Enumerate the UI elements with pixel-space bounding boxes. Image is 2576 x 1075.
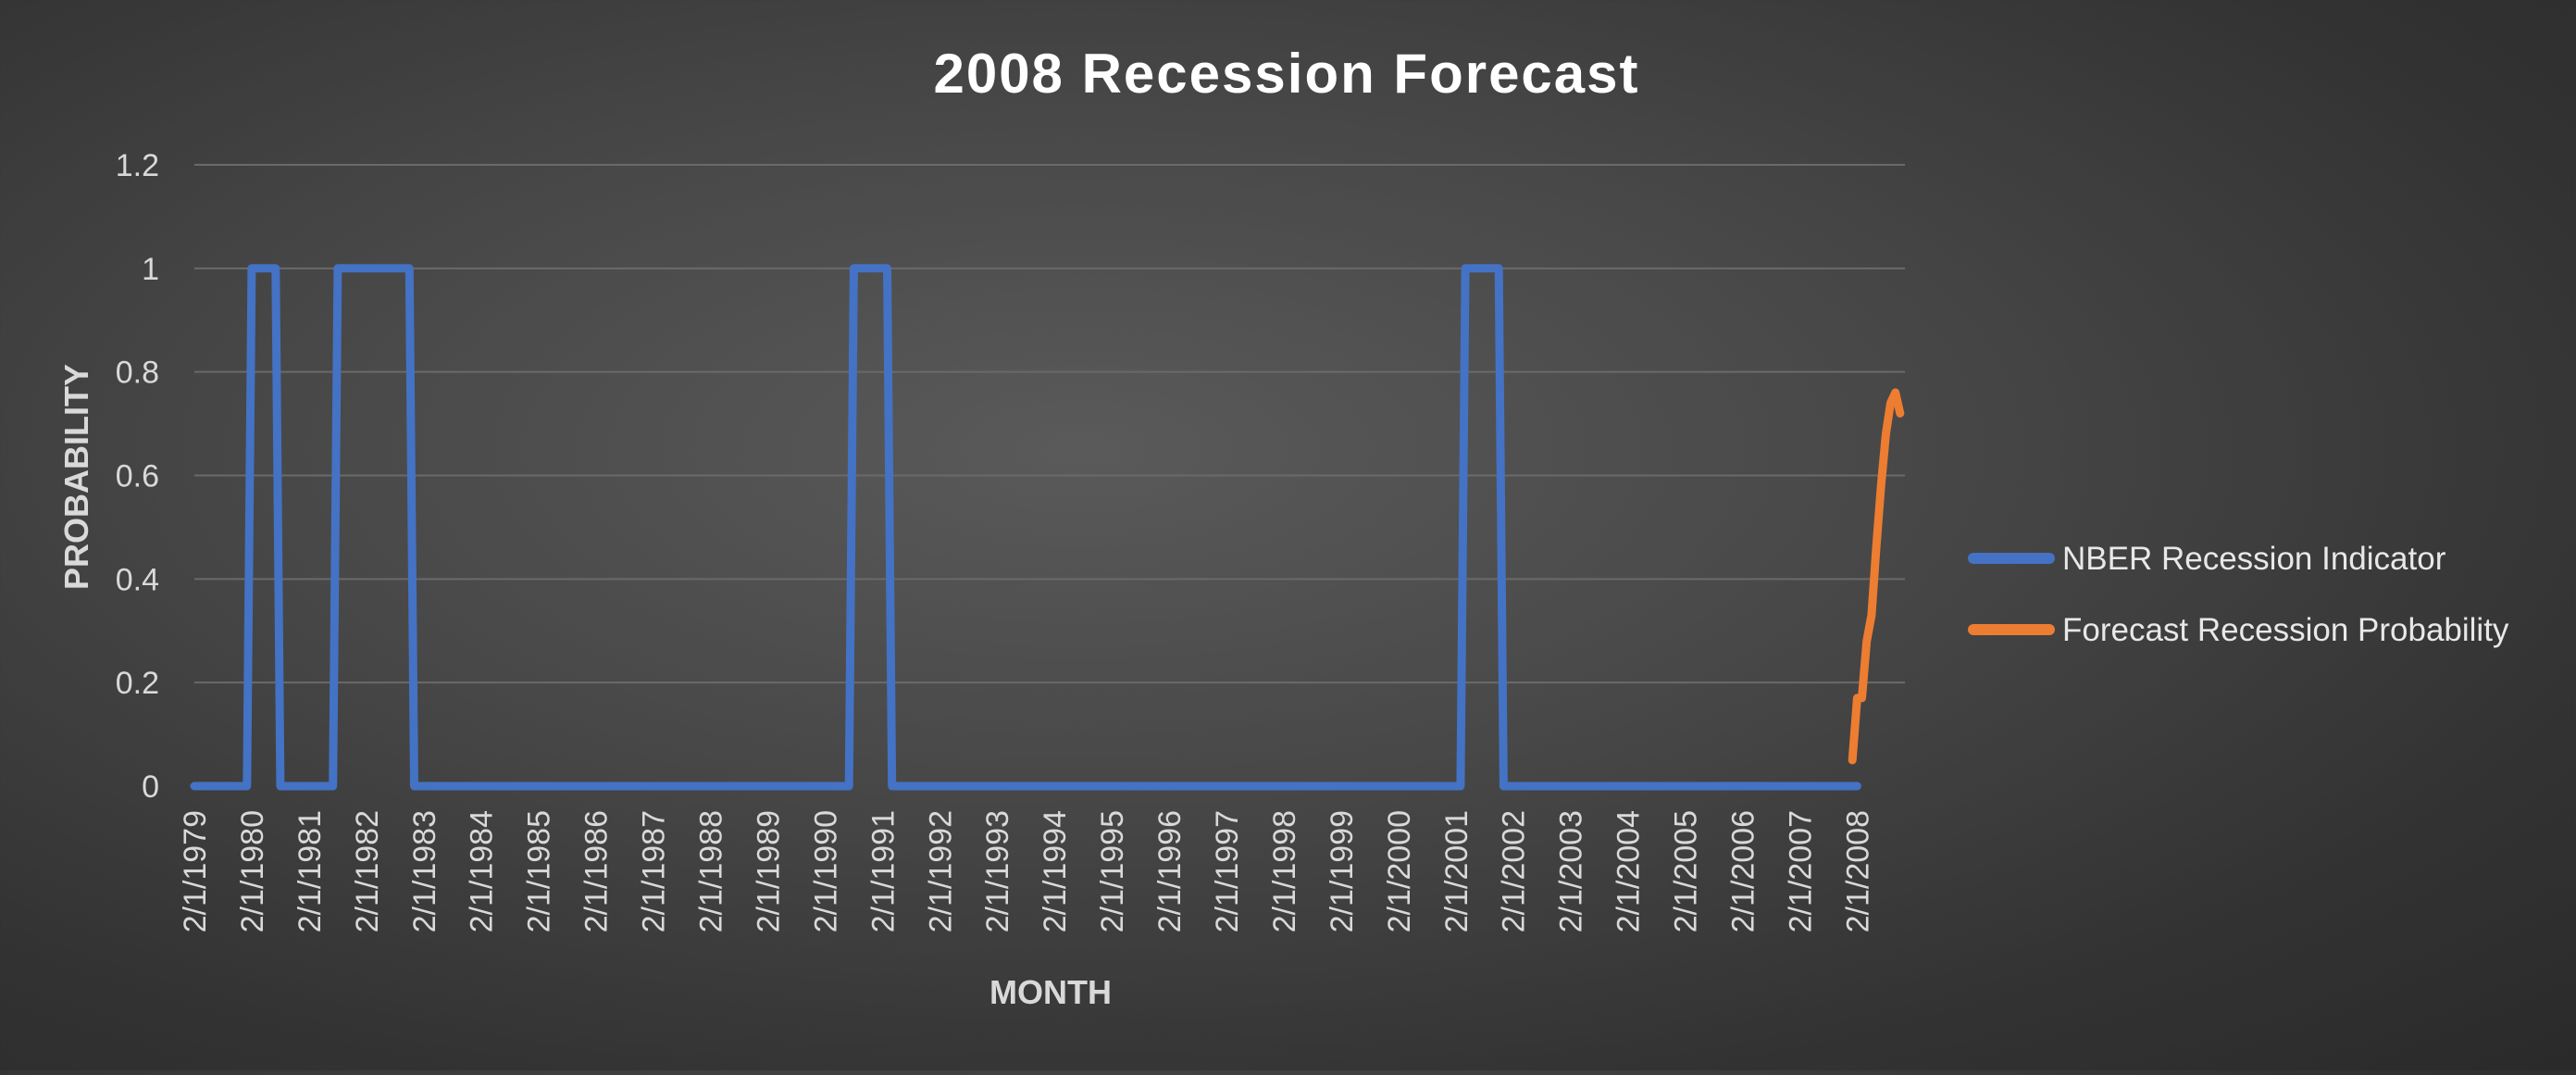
gridlines xyxy=(194,164,1905,684)
x-tick-label: 2/1/1991 xyxy=(865,810,901,932)
y-tick-label: 1.2 xyxy=(116,148,159,183)
x-tick-label: 2/1/1982 xyxy=(350,810,385,932)
x-tick-label: 2/1/2004 xyxy=(1612,810,1647,932)
x-tick-label: 2/1/1981 xyxy=(292,810,328,932)
y-axis-ticks: 0 0.2 0.4 0.6 0.8 1 1.2 xyxy=(116,148,159,805)
x-axis-ticks: 2/1/1979 2/1/1980 2/1/1981 2/1/1982 2/1/1983… xyxy=(178,810,1875,932)
y-tick-label: 0 xyxy=(142,769,159,805)
x-tick-label: 2/1/1995 xyxy=(1095,810,1130,932)
x-tick-label: 2/1/1990 xyxy=(808,810,843,932)
x-tick-label: 2/1/1979 xyxy=(178,810,213,932)
x-tick-label: 2/1/1996 xyxy=(1152,810,1188,932)
legend-label: Forecast Recession Probability xyxy=(2062,612,2509,648)
x-tick-label: 2/1/1997 xyxy=(1210,810,1245,932)
x-tick-label: 2/1/2007 xyxy=(1783,810,1818,932)
x-tick-label: 2/1/2008 xyxy=(1840,810,1875,932)
x-tick-label: 2/1/1986 xyxy=(579,810,615,932)
x-tick-label: 2/1/2001 xyxy=(1439,810,1475,932)
y-axis-title: PROBABILITY xyxy=(57,364,95,590)
x-tick-label: 2/1/1994 xyxy=(1038,810,1073,932)
x-tick-label: 2/1/1993 xyxy=(980,810,1015,932)
y-tick-label: 0.8 xyxy=(116,356,159,391)
legend: NBER Recession Indicator Forecast Recessi… xyxy=(1968,541,2509,648)
chart-title: 2008 Recession Forecast xyxy=(933,43,1639,105)
x-tick-label: 2/1/1992 xyxy=(923,810,958,932)
series-line-1 xyxy=(190,264,1861,791)
x-tick-label: 2/1/2006 xyxy=(1725,810,1761,932)
x-tick-label: 2/1/1989 xyxy=(751,810,786,932)
x-tick-label: 2/1/1998 xyxy=(1267,810,1302,932)
x-tick-label: 2/1/2002 xyxy=(1497,810,1532,932)
x-axis-title: MONTH xyxy=(989,973,1112,1011)
y-tick-label: 1 xyxy=(142,252,159,287)
x-tick-label: 2/1/1988 xyxy=(693,810,728,932)
x-tick-label: 2/1/1999 xyxy=(1325,810,1360,932)
x-tick-label: 2/1/2005 xyxy=(1669,810,1704,932)
y-tick-label: 0.6 xyxy=(116,459,159,494)
legend-label: NBER Recession Indicator xyxy=(2062,541,2446,577)
series-line-2 xyxy=(1848,388,1905,765)
x-tick-label: 2/1/1985 xyxy=(522,810,557,932)
series-lines xyxy=(190,264,1905,791)
x-tick-label: 2/1/2000 xyxy=(1382,810,1417,932)
x-tick-label: 2/1/1987 xyxy=(637,810,672,932)
x-tick-label: 2/1/1984 xyxy=(465,810,500,932)
x-tick-label: 2/1/1983 xyxy=(407,810,442,932)
y-tick-label: 0.4 xyxy=(116,562,159,597)
y-tick-label: 0.2 xyxy=(116,666,159,701)
x-tick-label: 2/1/2003 xyxy=(1554,810,1589,932)
x-tick-label: 2/1/1980 xyxy=(235,810,270,932)
